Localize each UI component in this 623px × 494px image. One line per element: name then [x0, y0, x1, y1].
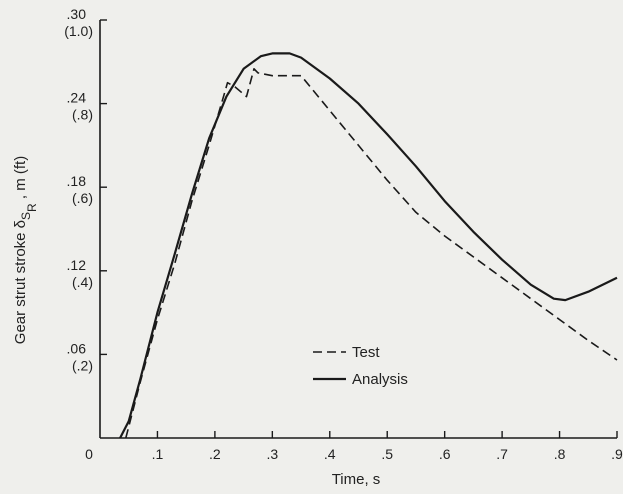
series-line-test — [125, 68, 618, 439]
x-tick-label: .5 — [381, 446, 393, 462]
y-tick-label-ft: (.2) — [72, 357, 93, 373]
y-tick-label-ft: (.8) — [72, 107, 93, 123]
x-tick-label: .4 — [324, 446, 336, 462]
x-axis-label: Time, s — [332, 471, 381, 488]
series-line-analysis — [119, 52, 618, 439]
x-tick-label: .9 — [611, 446, 623, 462]
series-lines — [119, 52, 618, 439]
ticks: 0 .1 .2 .3 .4 .5 .6 .7 .8 .9 .06(.2) .12(.4) .18(.6)… — [64, 6, 623, 462]
legend-label-test: Test — [352, 344, 380, 361]
y-tick-label: .30 — [67, 6, 87, 22]
legend-label-analysis: Analysis — [352, 371, 408, 388]
y-tick-label: .24 — [67, 90, 87, 106]
y-tick-label: .18 — [67, 173, 87, 189]
x-tick-label: .2 — [209, 446, 221, 462]
y-axis-label: Gear strut stroke δSR , m (ft) — [12, 156, 39, 344]
x-tick-label: .7 — [496, 446, 508, 462]
axis-labels: Time, s Gear strut stroke δSR , m (ft) — [12, 156, 380, 488]
y-tick-label-ft: (1.0) — [64, 23, 93, 39]
x-tick-label: .3 — [266, 446, 278, 462]
x-tick-label: 0 — [85, 446, 93, 462]
y-tick-label: .06 — [67, 340, 87, 356]
y-tick-label: .12 — [67, 257, 87, 273]
y-tick-label-ft: (.6) — [72, 190, 93, 206]
legend: Test Analysis — [313, 344, 408, 388]
x-tick-label: .6 — [439, 446, 451, 462]
x-tick-label: .1 — [152, 446, 164, 462]
axes — [99, 20, 617, 439]
y-tick-label-ft: (.4) — [72, 274, 93, 290]
x-tick-label: .8 — [554, 446, 566, 462]
